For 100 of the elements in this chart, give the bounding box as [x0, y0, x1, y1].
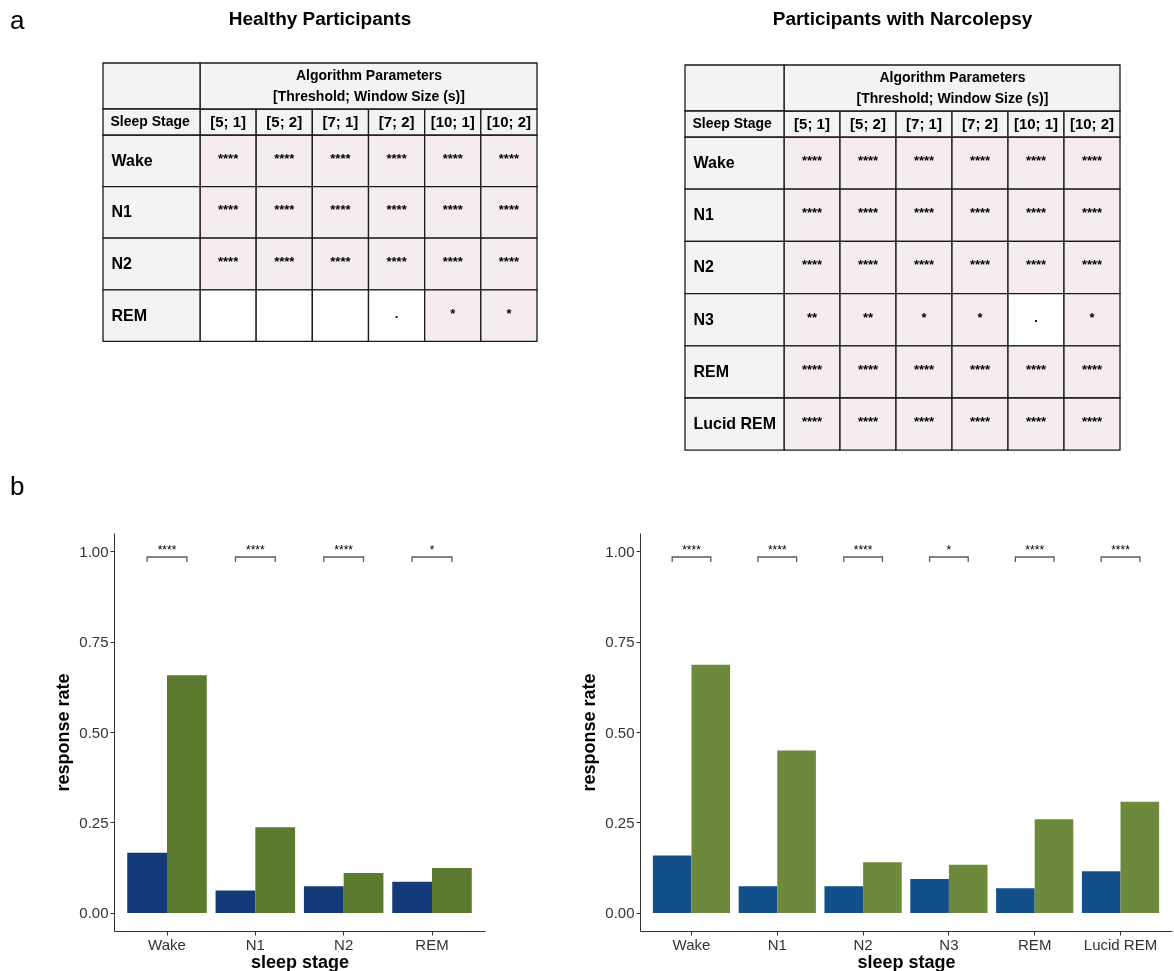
text: **** — [274, 150, 295, 166]
text: * — [1089, 309, 1095, 325]
x-axis-title: Algorithm Parameters [Threshold; Window Size (s)] — [856, 69, 1049, 106]
x-tick-label: [5; 2] — [850, 115, 886, 133]
text: * — [506, 305, 512, 321]
bar — [1081, 871, 1121, 913]
text: **** — [217, 202, 239, 218]
y-tick-label: 0.25 — [605, 813, 635, 831]
y-tick-label: 1.00 — [605, 542, 635, 560]
y-axis-title: Sleep Stage — [110, 113, 190, 130]
text: ** — [862, 309, 874, 325]
y-tick-label: Lucid REM — [693, 415, 777, 433]
y-tick-label: 0.50 — [605, 723, 635, 741]
x-axis-title: sleep stage — [250, 951, 350, 971]
text: **** — [330, 253, 351, 269]
text: **** — [1081, 153, 1103, 169]
bar — [948, 864, 988, 913]
text: **** — [1081, 205, 1103, 221]
x-tick-label: [10; 1] — [430, 113, 475, 131]
x-tick-label: [7; 1] — [322, 113, 359, 131]
text: * — [921, 309, 927, 325]
bar — [343, 873, 384, 913]
text: **** — [498, 202, 520, 218]
text: **** — [801, 414, 823, 430]
y-axis-title: response rate — [53, 673, 74, 792]
y-tick-label: Wake — [111, 151, 153, 169]
x-tick-label: Lucid REM — [1083, 935, 1158, 953]
text: **** — [857, 361, 879, 377]
text: **** — [217, 253, 239, 269]
text: **** — [1081, 361, 1103, 377]
text: **** — [1025, 153, 1047, 169]
annotation: **** — [157, 543, 177, 557]
text: **** — [857, 153, 879, 169]
text: * — [977, 309, 983, 325]
text: . — [1034, 309, 1038, 325]
text: **** — [330, 202, 351, 218]
y-tick-label: N1 — [111, 203, 133, 221]
x-tick-label: N3 — [939, 935, 959, 953]
annotation: * — [946, 543, 952, 557]
y-tick-label: Wake — [693, 154, 735, 172]
text: a — [10, 5, 26, 35]
bar — [691, 664, 731, 913]
text: **** — [386, 150, 407, 166]
y-tick-label: 0.00 — [605, 904, 635, 922]
text: **** — [857, 257, 879, 273]
text: **** — [386, 202, 407, 218]
text: **** — [969, 153, 991, 169]
bar — [1034, 819, 1074, 913]
x-tick-label: [10; 2] — [486, 113, 531, 131]
x-axis-title: Algorithm Parameters [Threshold; Window Size (s)] — [273, 67, 465, 104]
text: **** — [386, 253, 407, 269]
text: **** — [913, 205, 935, 221]
y-tick-label: REM — [693, 362, 730, 380]
text: **** — [1025, 361, 1047, 377]
text: **** — [969, 414, 991, 430]
text: * — [450, 305, 456, 321]
bar — [167, 675, 207, 913]
y-tick-label: 0.00 — [79, 904, 109, 922]
y-tick-label: 0.50 — [79, 723, 109, 741]
y-tick-label: 0.75 — [79, 633, 109, 651]
text: **** — [801, 205, 823, 221]
annotation: **** — [767, 543, 787, 557]
x-tick-label: REM — [415, 935, 449, 953]
x-tick-label: [7; 1] — [906, 115, 942, 133]
text: **** — [857, 414, 879, 430]
text: b — [10, 471, 25, 501]
bar — [127, 852, 167, 913]
y-axis-title: Sleep Stage — [692, 115, 772, 132]
x-tick-label: N1 — [767, 935, 787, 953]
text: **** — [913, 414, 935, 430]
text: . — [394, 305, 399, 321]
y-tick-label: N2 — [693, 258, 715, 276]
x-tick-label: Wake — [148, 935, 186, 953]
text: **** — [498, 253, 520, 269]
text: **** — [801, 257, 823, 273]
text: **** — [857, 205, 879, 221]
text: **** — [442, 253, 463, 269]
bar — [432, 868, 472, 913]
annotation: **** — [853, 543, 873, 557]
x-tick-label: N1 — [245, 935, 265, 953]
y-tick-label: REM — [111, 306, 148, 324]
x-tick-label: N2 — [334, 935, 354, 953]
bar — [863, 862, 902, 913]
text: ** — [806, 309, 818, 325]
x-tick-label: [5; 1] — [794, 115, 830, 133]
y-axis-title: response rate — [579, 673, 600, 792]
x-tick-label: [7; 2] — [378, 113, 415, 131]
chart-title: Participants with Narcolepsy — [772, 8, 1033, 29]
text: **** — [969, 205, 991, 221]
y-tick-label: N2 — [111, 254, 133, 272]
annotation: * — [429, 543, 435, 557]
text: **** — [1081, 257, 1103, 273]
text: **** — [274, 202, 295, 218]
annotation: **** — [1025, 543, 1045, 557]
y-tick-label: 0.75 — [605, 633, 635, 651]
text: **** — [498, 150, 520, 166]
x-tick-label: [10; 1] — [1013, 115, 1059, 133]
bar — [303, 886, 344, 913]
bar — [777, 750, 816, 913]
text: **** — [1025, 257, 1047, 273]
